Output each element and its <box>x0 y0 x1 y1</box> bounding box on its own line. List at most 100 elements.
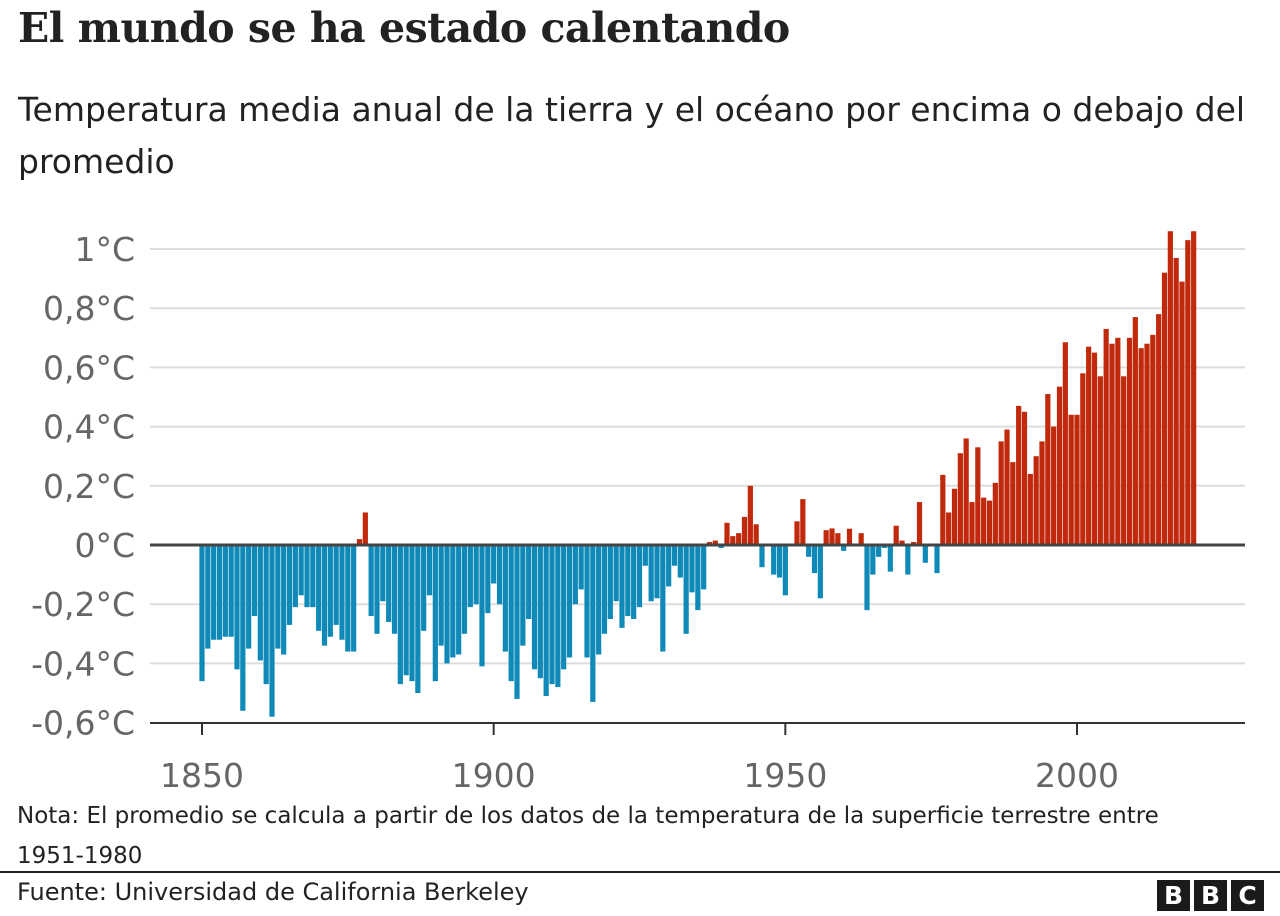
bar-1983 <box>975 447 981 545</box>
bar-2005 <box>1103 328 1109 545</box>
bar-1987 <box>998 441 1004 545</box>
bar-2002 <box>1086 346 1092 545</box>
y-tick-label: -0,6°C <box>31 704 135 743</box>
bar-1894 <box>456 545 462 655</box>
bar-1901 <box>496 545 503 605</box>
bar-1926 <box>642 545 648 566</box>
bar-2004 <box>1097 376 1103 545</box>
bar-1927 <box>648 545 654 602</box>
chart-title: El mundo se ha estado calentando <box>18 4 790 52</box>
bar-1977 <box>940 474 946 545</box>
bar-1938 <box>712 540 718 545</box>
bar-1909 <box>543 545 549 696</box>
bar-1931 <box>671 545 678 566</box>
bar-1965 <box>870 545 876 575</box>
footnote: Nota: El promedio se calcula a partir de… <box>17 803 1159 869</box>
bar-1991 <box>1021 411 1028 545</box>
bar-1921 <box>613 545 619 602</box>
bar-1860 <box>257 545 263 661</box>
bar-2020 <box>1191 231 1197 546</box>
bar-1960 <box>841 545 847 551</box>
bar-1858 <box>246 545 252 649</box>
source-text: Fuente: Universidad de California Berkel… <box>17 878 529 906</box>
bar-1959 <box>835 533 841 545</box>
bar-1866 <box>292 545 298 608</box>
bar-1966 <box>876 545 882 557</box>
bar-1873 <box>333 545 339 625</box>
bar-1989 <box>1010 462 1016 545</box>
bar-1878 <box>362 512 368 545</box>
bar-1985 <box>986 500 993 545</box>
bar-1896 <box>467 545 473 608</box>
bar-2016 <box>1167 231 1173 546</box>
bar-1979 <box>951 488 958 545</box>
bar-1906 <box>526 545 532 619</box>
bar-1855 <box>228 545 234 637</box>
x-axis-labels: 1850 1900 1950 2000 <box>160 756 1119 795</box>
bar-1925 <box>636 545 643 608</box>
y-tick-label: 0°C <box>74 526 135 565</box>
bar-1919 <box>601 545 608 634</box>
bar-1920 <box>607 545 613 619</box>
bar-1865 <box>286 545 293 625</box>
y-tick-label: 0,6°C <box>43 348 135 387</box>
bar-2006 <box>1109 343 1115 545</box>
y-tick-label: -0,4°C <box>31 644 135 683</box>
bar-2014 <box>1156 314 1162 545</box>
bar-1954 <box>806 545 812 557</box>
axes <box>150 543 1245 735</box>
bar-1980 <box>957 453 963 545</box>
bar-1863 <box>275 545 281 649</box>
bar-1986 <box>992 482 998 545</box>
bar-2007 <box>1115 337 1121 545</box>
bar-1943 <box>741 516 748 545</box>
bar-1889 <box>426 545 433 596</box>
bar-1932 <box>677 545 683 578</box>
bar-1955 <box>811 545 818 574</box>
bar-1990 <box>1016 405 1022 545</box>
logo-letter: B <box>1157 880 1190 911</box>
bar-1968 <box>887 545 893 572</box>
footer-divider <box>0 871 1280 873</box>
bar-2017 <box>1173 257 1179 545</box>
bar-1998 <box>1062 342 1068 545</box>
bar-1911 <box>555 545 561 688</box>
bar-1917 <box>590 545 596 702</box>
bar-1946 <box>759 545 765 568</box>
bar-2000 <box>1074 414 1080 545</box>
bar-2008 <box>1121 376 1127 545</box>
bar-1877 <box>356 539 363 545</box>
bar-1997 <box>1056 386 1063 545</box>
bar-1993 <box>1033 456 1039 545</box>
bar-1907 <box>531 545 538 670</box>
bar-1973 <box>916 502 923 545</box>
bar-1857 <box>240 545 246 711</box>
bar-1984 <box>981 497 987 545</box>
bar-1895 <box>461 545 468 634</box>
bar-1868 <box>304 545 310 608</box>
bar-1898 <box>479 545 485 667</box>
bar-2018 <box>1179 281 1185 545</box>
x-tick-label: 1850 <box>160 756 244 795</box>
x-tick-label: 1900 <box>452 756 536 795</box>
bar-1910 <box>549 545 555 685</box>
y-tick-label: 0,4°C <box>43 408 135 447</box>
bar-1994 <box>1039 441 1045 545</box>
bar-1893 <box>450 545 456 658</box>
bar-1934 <box>689 545 695 593</box>
bar-1963 <box>858 533 864 545</box>
bar-1850 <box>199 545 205 682</box>
bar-1949 <box>776 545 783 578</box>
bar-1867 <box>298 545 304 596</box>
bar-1970 <box>899 540 905 545</box>
bar-1944 <box>747 485 753 545</box>
bar-1999 <box>1068 414 1074 545</box>
y-tick-label: 1°C <box>74 230 135 269</box>
bar-1923 <box>625 545 631 617</box>
bar-1952 <box>794 521 800 545</box>
bar-1897 <box>473 545 479 605</box>
bar-1856 <box>234 545 240 670</box>
bar-1950 <box>782 545 788 596</box>
bar-1996 <box>1051 426 1057 545</box>
y-tick-label: 0,2°C <box>43 467 135 506</box>
